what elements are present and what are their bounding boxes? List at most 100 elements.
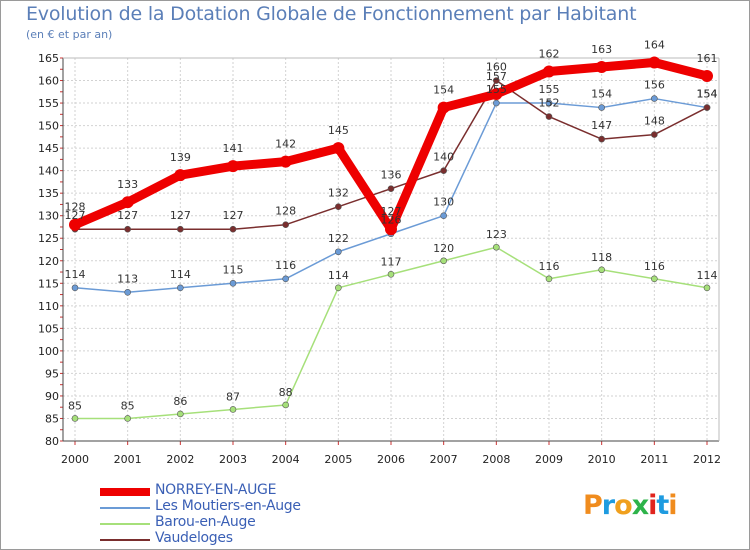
data-point bbox=[385, 223, 397, 236]
data-point bbox=[545, 99, 553, 107]
y-tick-label-125: 125 bbox=[38, 232, 59, 245]
legend-label-vaudeloges: Vaudeloges bbox=[155, 530, 233, 546]
data-point bbox=[177, 410, 184, 418]
data-labels: 85 85 86 87 88 114 117 120 123 116 118 116 114 114 113… bbox=[65, 39, 718, 413]
y-tick-label-130: 130 bbox=[38, 210, 59, 223]
data-label: 136 bbox=[381, 169, 402, 182]
data-point bbox=[335, 248, 342, 256]
data-label: 122 bbox=[328, 232, 349, 245]
data-label: 115 bbox=[223, 263, 244, 276]
data-label: 139 bbox=[170, 151, 191, 164]
data-label: 116 bbox=[644, 260, 665, 273]
data-point bbox=[174, 169, 187, 182]
axes bbox=[60, 57, 720, 445]
x-tick-label-2005: 2005 bbox=[324, 453, 352, 466]
data-point bbox=[124, 289, 131, 296]
y-tick-label-120: 120 bbox=[38, 255, 59, 268]
data-label: 157 bbox=[486, 70, 507, 83]
data-point bbox=[598, 266, 605, 274]
data-label: 160 bbox=[486, 61, 507, 74]
data-point bbox=[598, 104, 605, 111]
legend-swatch-norrey bbox=[100, 488, 150, 496]
legend-swatch-moutiers bbox=[100, 507, 150, 509]
data-label: 155 bbox=[539, 83, 560, 96]
data-label: 114 bbox=[170, 268, 191, 281]
x-tick-label-2002: 2002 bbox=[166, 453, 194, 466]
data-point bbox=[282, 275, 289, 283]
data-label: 85 bbox=[121, 399, 135, 412]
data-point bbox=[651, 275, 658, 283]
data-point bbox=[71, 415, 79, 422]
data-point bbox=[229, 279, 237, 287]
data-label: 118 bbox=[591, 251, 612, 264]
data-point bbox=[229, 225, 237, 233]
data-point bbox=[335, 203, 342, 210]
data-label: 140 bbox=[433, 151, 454, 164]
series-points bbox=[69, 56, 713, 422]
logo-letter: i bbox=[648, 490, 657, 521]
x-tick-label-2003: 2003 bbox=[219, 453, 247, 466]
x-tick-label-2007: 2007 bbox=[430, 453, 458, 466]
data-point bbox=[651, 131, 658, 138]
logo-letter: x bbox=[631, 490, 649, 521]
logo-letter: r bbox=[601, 490, 615, 521]
data-point bbox=[493, 77, 500, 84]
data-label: 120 bbox=[433, 242, 454, 255]
data-label: 161 bbox=[697, 52, 718, 65]
logo-letter: o bbox=[614, 490, 633, 521]
data-label: 133 bbox=[117, 178, 138, 191]
x-tick-label-2008: 2008 bbox=[482, 453, 510, 466]
logo-letter: P bbox=[583, 490, 603, 521]
chart-title: Evolution de la Dotation Globale de Fonc… bbox=[26, 3, 637, 25]
data-label: 127 bbox=[117, 209, 138, 222]
data-point bbox=[332, 142, 345, 155]
data-point bbox=[437, 101, 450, 114]
x-tick-label-2001: 2001 bbox=[114, 453, 142, 466]
data-point bbox=[229, 406, 237, 413]
data-label: 155 bbox=[486, 83, 507, 96]
data-point bbox=[279, 155, 292, 168]
data-label: 164 bbox=[644, 39, 665, 52]
data-point bbox=[648, 56, 661, 69]
x-tick-label-2000: 2000 bbox=[61, 453, 89, 466]
data-point bbox=[177, 225, 184, 233]
y-tick-label-90: 90 bbox=[45, 390, 59, 403]
data-label: 117 bbox=[381, 255, 402, 268]
data-point bbox=[124, 415, 131, 422]
data-point bbox=[598, 135, 605, 143]
logo-letter: i bbox=[668, 490, 677, 521]
data-label: 127 bbox=[170, 209, 191, 222]
data-point bbox=[124, 225, 131, 233]
data-point bbox=[493, 243, 500, 251]
data-label: 154 bbox=[433, 84, 454, 97]
x-tick-label-2011: 2011 bbox=[640, 453, 668, 466]
data-label: 163 bbox=[591, 43, 612, 56]
data-label: 113 bbox=[117, 272, 138, 285]
data-point bbox=[490, 88, 503, 101]
data-point bbox=[440, 167, 447, 174]
data-label: 162 bbox=[539, 48, 560, 61]
data-point bbox=[543, 65, 555, 78]
data-point bbox=[282, 221, 289, 229]
data-point bbox=[703, 284, 711, 292]
y-tick-label-100: 100 bbox=[38, 345, 59, 358]
data-point bbox=[335, 284, 342, 292]
data-point bbox=[545, 275, 553, 283]
data-point bbox=[387, 185, 395, 192]
data-label: 154 bbox=[697, 88, 718, 101]
y-tick-label-105: 105 bbox=[38, 322, 59, 335]
data-point bbox=[440, 212, 447, 220]
y-tick-label-155: 155 bbox=[38, 97, 59, 110]
y-tick-label-135: 135 bbox=[38, 187, 59, 200]
data-label: 85 bbox=[68, 399, 82, 412]
data-point bbox=[595, 61, 608, 74]
y-tick-label-165: 165 bbox=[38, 52, 59, 65]
chart-subtitle: (en € et par an) bbox=[26, 28, 113, 41]
data-label: 148 bbox=[644, 115, 665, 128]
legend-swatch-barou bbox=[100, 523, 150, 525]
data-label: 145 bbox=[328, 124, 349, 137]
plot-area bbox=[63, 58, 719, 441]
data-label: 123 bbox=[486, 228, 507, 241]
data-label: 127 bbox=[223, 209, 244, 222]
